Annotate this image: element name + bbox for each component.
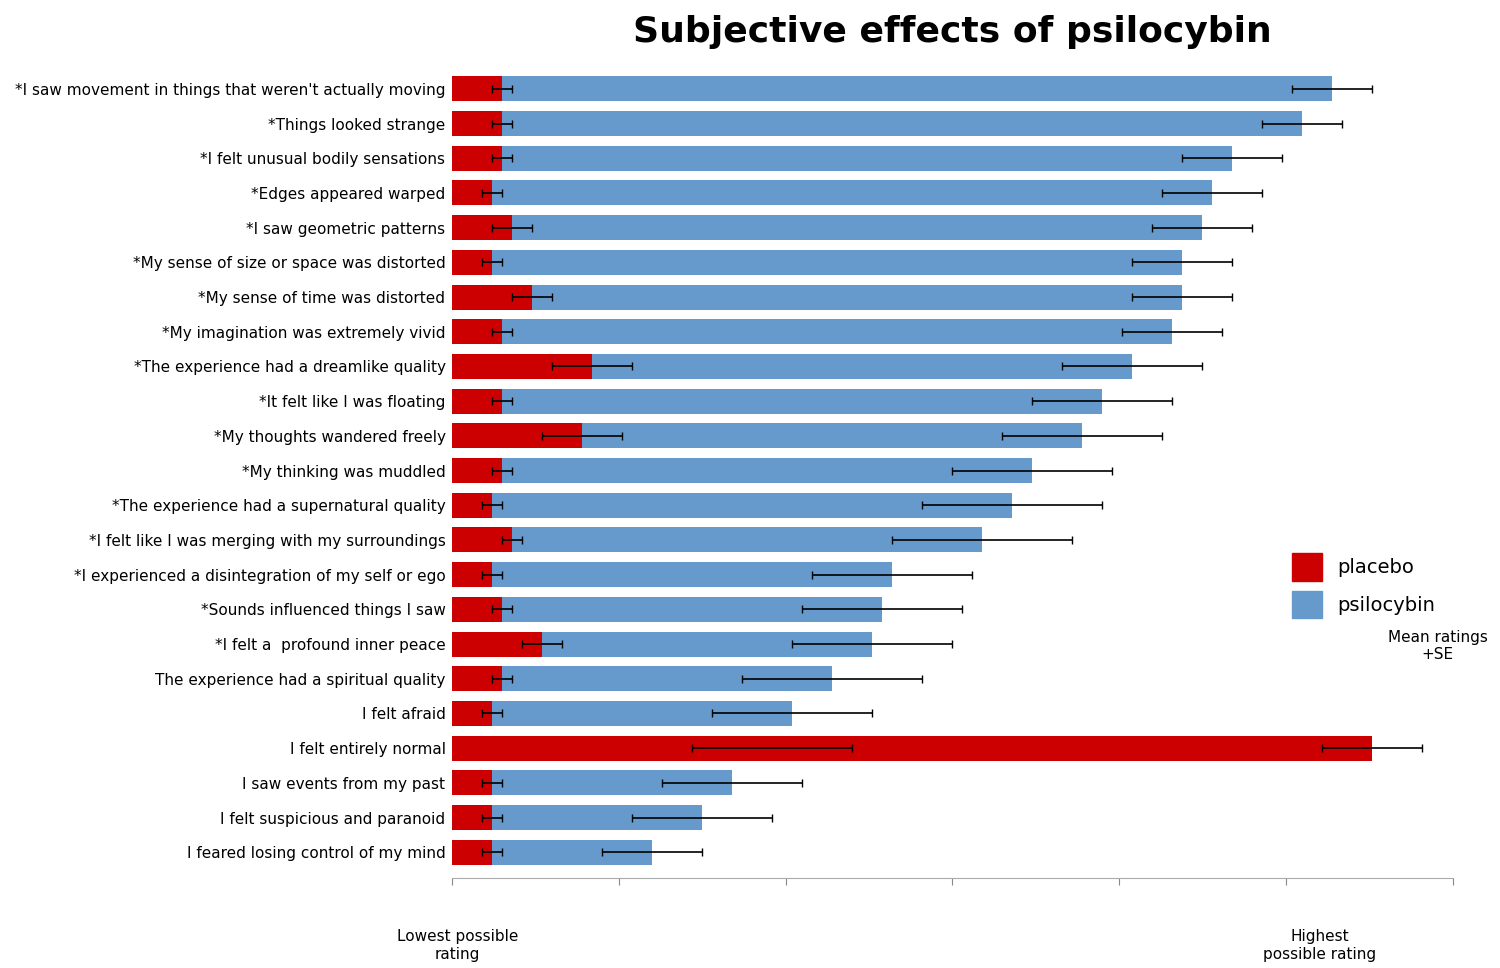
Text: Highest
possible rating: Highest possible rating <box>1263 929 1377 961</box>
Bar <box>453 111 503 136</box>
Title: Subjective effects of psilocybin: Subjective effects of psilocybin <box>633 15 1272 49</box>
Bar <box>453 389 1102 413</box>
Bar <box>453 805 492 831</box>
Bar <box>453 562 892 588</box>
Bar <box>453 146 1233 170</box>
Bar <box>453 76 503 102</box>
Bar <box>453 319 1173 345</box>
Bar <box>453 180 1212 205</box>
Bar <box>453 250 492 275</box>
Bar <box>453 666 503 691</box>
Text: Lowest possible
rating: Lowest possible rating <box>398 929 518 961</box>
Bar <box>453 180 492 205</box>
Bar <box>453 319 503 345</box>
Bar <box>453 597 503 621</box>
Bar <box>453 597 882 621</box>
Bar <box>453 458 1032 483</box>
Bar <box>453 736 1372 761</box>
Bar <box>453 146 503 170</box>
Bar <box>453 805 702 831</box>
Bar <box>453 354 592 378</box>
Legend: placebo, psilocybin: placebo, psilocybin <box>1284 546 1443 626</box>
Bar <box>453 493 1013 518</box>
Bar <box>453 76 1332 102</box>
Bar <box>453 701 492 726</box>
Bar <box>453 701 792 726</box>
Bar <box>453 389 503 413</box>
Bar <box>453 631 873 656</box>
Bar <box>453 840 652 864</box>
Bar <box>453 285 532 310</box>
Bar <box>453 423 582 448</box>
Bar <box>453 631 543 656</box>
Bar <box>453 111 1302 136</box>
Bar <box>453 493 492 518</box>
Bar <box>453 771 492 796</box>
Bar <box>453 528 513 553</box>
Bar <box>453 528 982 553</box>
Bar <box>453 423 1083 448</box>
Bar <box>453 562 492 588</box>
Bar <box>453 771 732 796</box>
Bar <box>453 215 1203 240</box>
Bar <box>453 215 513 240</box>
Bar <box>453 840 492 864</box>
Bar <box>453 285 1182 310</box>
Bar <box>453 250 1182 275</box>
Bar <box>453 354 1132 378</box>
Bar <box>453 736 772 761</box>
Bar <box>453 666 833 691</box>
Bar <box>453 458 503 483</box>
Text: Mean ratings
+SE: Mean ratings +SE <box>1388 630 1488 662</box>
